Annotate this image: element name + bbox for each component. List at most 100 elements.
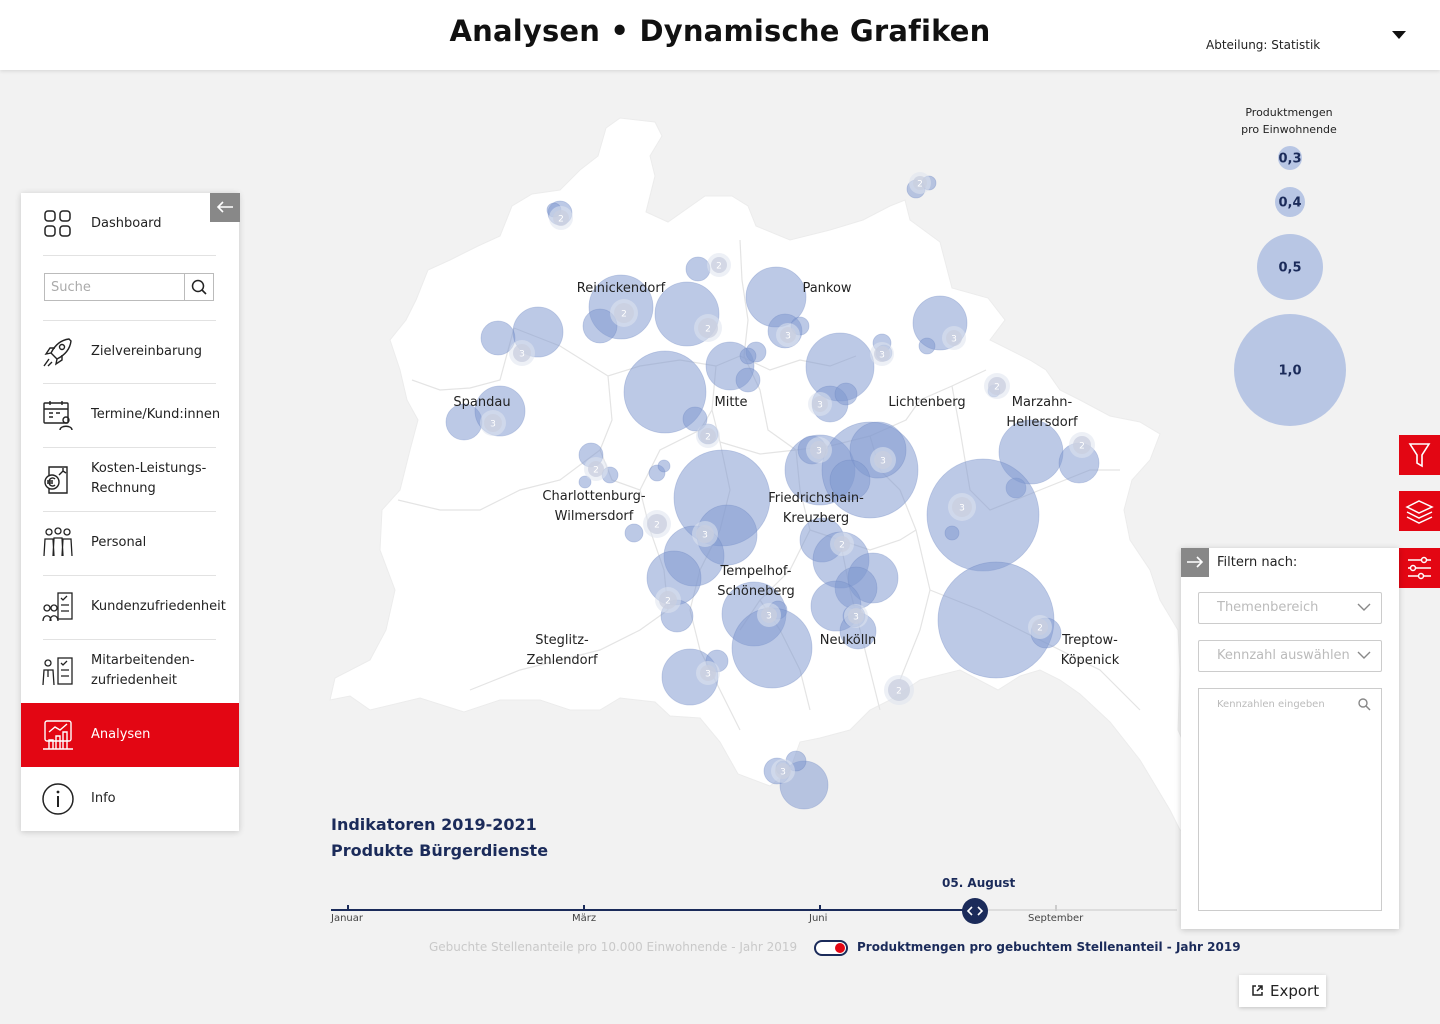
cluster-count: 2 [654, 521, 660, 531]
indicator-title-line2: Produkte Bürgerdienste [331, 841, 549, 860]
themenbereich-select[interactable]: Themenbereich [1198, 592, 1382, 624]
sliders-icon [1408, 556, 1431, 580]
filter-panel-close-button[interactable] [1181, 548, 1209, 577]
cluster-marker[interactable]: 3 [757, 603, 781, 627]
data-bubble[interactable] [926, 458, 1040, 572]
toggle-left-label[interactable]: Gebuchte Stellenanteile pro 10.000 Einwo… [429, 940, 798, 954]
cluster-marker[interactable]: 3 [480, 410, 506, 436]
search-input[interactable] [45, 274, 197, 300]
cluster-marker[interactable]: 2 [610, 299, 638, 327]
data-bubble[interactable] [918, 337, 936, 355]
data-bubble[interactable] [582, 308, 618, 344]
filter-tool-button[interactable] [1399, 435, 1440, 475]
timeline-label-januar: Januar [331, 913, 363, 924]
sliders-tool-button[interactable] [1399, 548, 1440, 588]
berlin-map[interactable]: 2 2 2 2 3 3 3 3 3 2 2 2 3 3 3 3 2 2 3 2 3 2 2 2 3 3 2 3 Reinickendo… [0, 70, 1440, 1024]
data-bubble[interactable] [657, 459, 671, 473]
cluster-count: 2 [716, 262, 722, 272]
customer-rating-icon [42, 592, 73, 622]
data-bubble[interactable] [829, 459, 871, 501]
cluster-marker[interactable]: 3 [942, 326, 966, 350]
indicator-title: Indikatoren 2019-2021 Produkte Bürgerdie… [331, 812, 548, 864]
cluster-marker[interactable]: 3 [806, 437, 832, 463]
toggle-right-label[interactable]: Produktmengen pro gebuchtem Stellenantei… [857, 940, 1241, 954]
export-label: Export [1270, 982, 1320, 1000]
cluster-marker[interactable]: 2 [984, 373, 1010, 399]
timeline-handle[interactable] [962, 898, 988, 924]
sidebar-item-analysen[interactable]: Analysen [21, 703, 239, 767]
cluster-marker[interactable]: 3 [870, 342, 894, 366]
cluster-marker[interactable]: 3 [771, 759, 795, 783]
sidebar-item-kundenzufriedenheit[interactable]: Kundenzufriedenheit [21, 576, 239, 639]
data-bubble[interactable] [944, 525, 960, 541]
district-label: Charlottenburg-Wilmersdorf [542, 489, 645, 524]
sidebar-item-info[interactable]: Info [21, 768, 239, 831]
bubble-layer[interactable]: 2 2 2 2 3 3 3 3 3 2 2 2 3 3 3 3 2 2 3 2 3 2 2 2 3 3 2 3 [445, 172, 1100, 810]
cluster-marker[interactable]: 2 [694, 314, 722, 342]
cluster-count: 2 [593, 466, 599, 476]
page-title: Analysen • Dynamische Grafiken [449, 14, 991, 48]
cluster-marker[interactable]: 2 [1028, 615, 1052, 639]
header-bar: Analysen • Dynamische Grafiken Abteilung… [0, 0, 1440, 70]
cluster-marker[interactable]: 3 [870, 447, 896, 473]
cluster-marker[interactable]: 3 [808, 392, 832, 416]
cluster-marker[interactable]: 2 [655, 587, 681, 613]
cluster-marker[interactable]: 2 [707, 253, 731, 277]
layers-tool-button[interactable] [1399, 491, 1440, 531]
data-bubble[interactable] [937, 561, 1055, 679]
cluster-count: 2 [896, 687, 902, 697]
sidebar-item-mitarbeitendenzufriedenheit[interactable]: Mitarbeitenden- zufriedenheit [21, 640, 239, 703]
department-dropdown-icon[interactable] [1392, 31, 1406, 39]
search-button[interactable] [184, 274, 213, 300]
cluster-marker[interactable]: 3 [509, 340, 535, 366]
employee-rating-icon [42, 657, 73, 686]
indicator-toggle[interactable] [814, 940, 848, 956]
search-box [44, 273, 214, 301]
cluster-count: 3 [853, 613, 859, 623]
cluster-marker[interactable]: 2 [909, 172, 931, 194]
data-bubble[interactable] [739, 347, 757, 365]
timeline-label-maerz: März [572, 913, 597, 924]
timeline-tick [819, 905, 821, 911]
timeline-track[interactable] [331, 905, 1177, 911]
cluster-marker[interactable]: 3 [692, 521, 718, 547]
cluster-marker[interactable]: 3 [696, 661, 720, 685]
data-bubble[interactable] [624, 523, 644, 543]
toggle-knob [835, 943, 845, 953]
kennzahlen-input[interactable]: Kennzahlen eingeben [1198, 688, 1382, 911]
info-icon [42, 783, 74, 815]
sidebar-item-termine[interactable]: Termine/Kund:innen [21, 384, 239, 447]
kennzahl-select[interactable]: Kennzahl auswählen [1198, 640, 1382, 672]
sidebar-collapse-button[interactable] [210, 193, 240, 222]
data-bubble[interactable] [682, 406, 708, 432]
legend-value: 0,5 [1278, 261, 1301, 276]
cluster-marker[interactable]: 2 [1069, 432, 1095, 458]
cluster-count: 2 [1037, 624, 1043, 634]
cluster-marker[interactable]: 2 [643, 510, 671, 538]
export-button[interactable]: Export [1239, 975, 1326, 1007]
sidebar-item-zielvereinbarung[interactable]: Zielvereinbarung [21, 321, 239, 384]
sidebar-item-dashboard[interactable]: Dashboard [21, 203, 239, 247]
cluster-marker[interactable]: 2 [696, 424, 720, 448]
data-bubble[interactable] [834, 382, 858, 406]
cluster-count: 3 [766, 612, 772, 622]
cluster-marker[interactable]: 2 [584, 457, 608, 481]
sidebar-item-kosten-leistungs-rechnung[interactable]: Kosten-Leistungs- Rechnung [21, 448, 239, 511]
cluster-marker[interactable]: 2 [830, 532, 854, 556]
dashboard-icon [44, 210, 71, 237]
cluster-marker[interactable]: 2 [549, 206, 573, 230]
cluster-count: 3 [785, 332, 791, 342]
cluster-marker[interactable]: 2 [884, 675, 914, 705]
data-bubble[interactable] [735, 367, 761, 393]
data-bubble[interactable] [578, 475, 592, 489]
district-label: Marzahn-Hellersdorf [1006, 395, 1078, 430]
cluster-marker[interactable]: 3 [948, 493, 976, 521]
district-label: Mitte [714, 395, 747, 410]
cluster-count: 2 [558, 215, 564, 225]
cluster-marker[interactable]: 3 [844, 604, 868, 628]
data-bubble[interactable] [480, 320, 516, 356]
sidebar-item-personal[interactable]: Personal [21, 512, 239, 575]
cluster-marker[interactable]: 3 [776, 323, 800, 347]
data-bubble[interactable] [685, 256, 711, 282]
cluster-count: 3 [780, 768, 786, 778]
